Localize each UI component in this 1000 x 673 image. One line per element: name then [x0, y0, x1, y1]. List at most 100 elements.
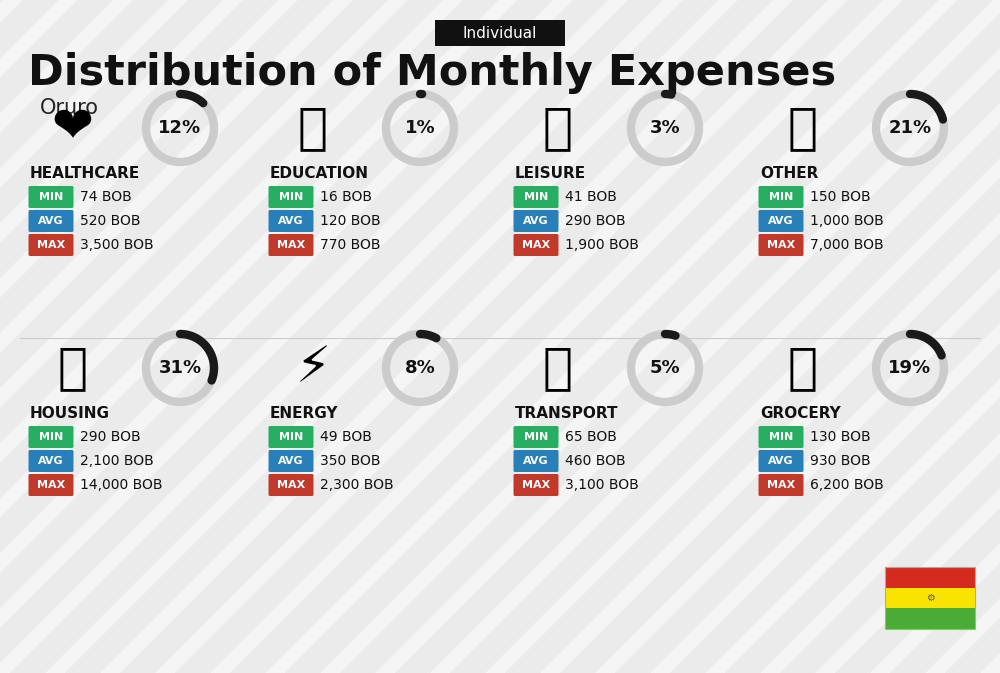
- FancyBboxPatch shape: [28, 474, 74, 496]
- Text: 150 BOB: 150 BOB: [810, 190, 871, 204]
- Text: MAX: MAX: [277, 480, 305, 490]
- FancyBboxPatch shape: [759, 474, 804, 496]
- Text: AVG: AVG: [523, 456, 549, 466]
- Text: AVG: AVG: [768, 216, 794, 226]
- FancyBboxPatch shape: [885, 588, 975, 608]
- Text: 31%: 31%: [158, 359, 202, 377]
- FancyBboxPatch shape: [268, 210, 314, 232]
- Text: 6,200 BOB: 6,200 BOB: [810, 478, 884, 492]
- FancyBboxPatch shape: [885, 567, 975, 588]
- Text: 770 BOB: 770 BOB: [320, 238, 380, 252]
- Text: MIN: MIN: [769, 192, 793, 202]
- Text: GROCERY: GROCERY: [760, 406, 841, 421]
- Text: MIN: MIN: [39, 432, 63, 442]
- Text: MAX: MAX: [522, 480, 550, 490]
- Text: 8%: 8%: [405, 359, 435, 377]
- Text: Distribution of Monthly Expenses: Distribution of Monthly Expenses: [28, 52, 836, 94]
- Text: AVG: AVG: [523, 216, 549, 226]
- FancyBboxPatch shape: [514, 474, 558, 496]
- FancyBboxPatch shape: [514, 210, 558, 232]
- Text: 16 BOB: 16 BOB: [320, 190, 372, 204]
- FancyBboxPatch shape: [28, 186, 74, 208]
- Text: AVG: AVG: [278, 456, 304, 466]
- FancyBboxPatch shape: [28, 426, 74, 448]
- Text: Individual: Individual: [463, 26, 537, 40]
- Text: 130 BOB: 130 BOB: [810, 430, 871, 444]
- Text: 65 BOB: 65 BOB: [565, 430, 617, 444]
- Text: MIN: MIN: [279, 192, 303, 202]
- Text: TRANSPORT: TRANSPORT: [515, 406, 618, 421]
- Text: MIN: MIN: [769, 432, 793, 442]
- FancyBboxPatch shape: [759, 450, 804, 472]
- Text: 290 BOB: 290 BOB: [565, 214, 626, 228]
- Text: 120 BOB: 120 BOB: [320, 214, 381, 228]
- Text: 🛒: 🛒: [788, 344, 818, 392]
- Text: OTHER: OTHER: [760, 166, 818, 180]
- FancyBboxPatch shape: [759, 234, 804, 256]
- FancyBboxPatch shape: [514, 450, 558, 472]
- Text: ❤️: ❤️: [52, 104, 94, 152]
- Text: MIN: MIN: [524, 192, 548, 202]
- Text: 49 BOB: 49 BOB: [320, 430, 372, 444]
- FancyBboxPatch shape: [28, 234, 74, 256]
- Text: AVG: AVG: [38, 216, 64, 226]
- Text: MAX: MAX: [277, 240, 305, 250]
- Text: 1%: 1%: [405, 119, 435, 137]
- Text: 🛍️: 🛍️: [543, 104, 573, 152]
- FancyBboxPatch shape: [268, 426, 314, 448]
- FancyBboxPatch shape: [885, 608, 975, 629]
- Text: 41 BOB: 41 BOB: [565, 190, 617, 204]
- FancyBboxPatch shape: [28, 450, 74, 472]
- FancyBboxPatch shape: [268, 474, 314, 496]
- Text: 520 BOB: 520 BOB: [80, 214, 140, 228]
- FancyBboxPatch shape: [514, 186, 558, 208]
- Text: MAX: MAX: [522, 240, 550, 250]
- Text: AVG: AVG: [38, 456, 64, 466]
- Text: 🎓: 🎓: [298, 104, 328, 152]
- FancyBboxPatch shape: [514, 426, 558, 448]
- FancyBboxPatch shape: [268, 450, 314, 472]
- Text: 290 BOB: 290 BOB: [80, 430, 141, 444]
- Text: 14,000 BOB: 14,000 BOB: [80, 478, 162, 492]
- Text: LEISURE: LEISURE: [515, 166, 586, 180]
- FancyBboxPatch shape: [759, 426, 804, 448]
- Text: HEALTHCARE: HEALTHCARE: [30, 166, 140, 180]
- Text: ⚙: ⚙: [926, 593, 934, 603]
- Text: 21%: 21%: [888, 119, 932, 137]
- Text: MAX: MAX: [767, 480, 795, 490]
- Text: 3,500 BOB: 3,500 BOB: [80, 238, 154, 252]
- FancyBboxPatch shape: [514, 234, 558, 256]
- Text: EDUCATION: EDUCATION: [270, 166, 369, 180]
- Text: 1,000 BOB: 1,000 BOB: [810, 214, 884, 228]
- Text: 12%: 12%: [158, 119, 202, 137]
- Text: 930 BOB: 930 BOB: [810, 454, 871, 468]
- FancyBboxPatch shape: [268, 234, 314, 256]
- Text: 19%: 19%: [888, 359, 932, 377]
- Text: MAX: MAX: [37, 240, 65, 250]
- Text: 👜: 👜: [788, 104, 818, 152]
- Text: HOUSING: HOUSING: [30, 406, 110, 421]
- Text: ENERGY: ENERGY: [270, 406, 338, 421]
- Text: ⚡: ⚡: [295, 344, 331, 392]
- Text: MAX: MAX: [37, 480, 65, 490]
- Text: AVG: AVG: [768, 456, 794, 466]
- Text: MIN: MIN: [39, 192, 63, 202]
- FancyBboxPatch shape: [759, 186, 804, 208]
- Text: 7,000 BOB: 7,000 BOB: [810, 238, 884, 252]
- Text: 3,100 BOB: 3,100 BOB: [565, 478, 639, 492]
- FancyBboxPatch shape: [268, 186, 314, 208]
- Text: AVG: AVG: [278, 216, 304, 226]
- Text: 2,100 BOB: 2,100 BOB: [80, 454, 154, 468]
- FancyBboxPatch shape: [28, 210, 74, 232]
- Text: MAX: MAX: [767, 240, 795, 250]
- Text: 1,900 BOB: 1,900 BOB: [565, 238, 639, 252]
- Text: 2,300 BOB: 2,300 BOB: [320, 478, 394, 492]
- Text: Oruro: Oruro: [40, 98, 99, 118]
- Text: MIN: MIN: [524, 432, 548, 442]
- Text: 🚌: 🚌: [543, 344, 573, 392]
- FancyBboxPatch shape: [759, 210, 804, 232]
- Text: 5%: 5%: [650, 359, 680, 377]
- Text: 350 BOB: 350 BOB: [320, 454, 380, 468]
- Text: 74 BOB: 74 BOB: [80, 190, 132, 204]
- Text: 3%: 3%: [650, 119, 680, 137]
